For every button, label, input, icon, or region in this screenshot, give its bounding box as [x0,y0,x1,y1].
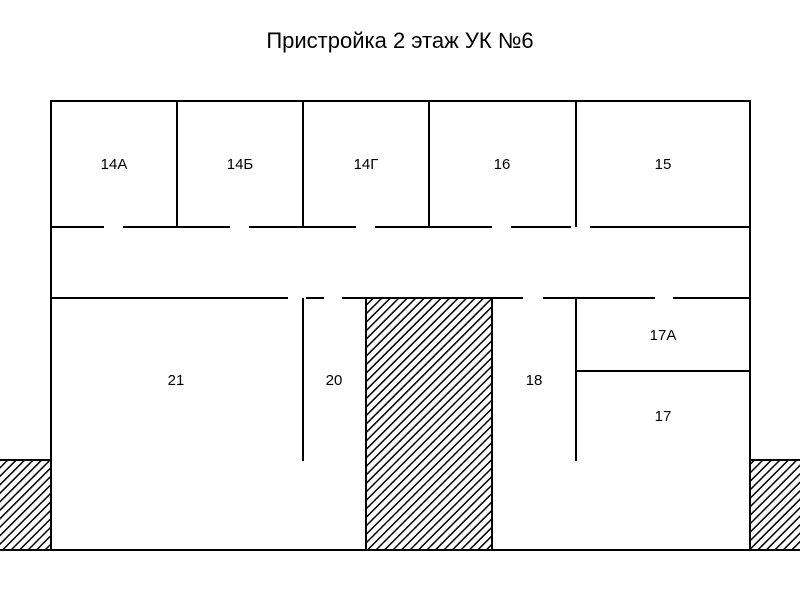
room-label-15: 15 [655,156,672,173]
room-label-14b: 14Б [227,156,254,173]
room-label-18: 18 [526,372,543,389]
hatched-stairwell [366,298,492,550]
hatched-block-right [751,460,800,550]
room-label-17a: 17А [650,327,677,344]
hatched-block-left [0,460,50,550]
room-label-14a: 14А [101,156,128,173]
room-label-21: 21 [168,372,185,389]
room-label-14g: 14Г [354,156,379,173]
room-label-16: 16 [494,156,511,173]
room-label-17: 17 [655,408,672,425]
room-label-20: 20 [326,372,343,389]
plan-title: Пристройка 2 этаж УК №6 [266,28,534,53]
